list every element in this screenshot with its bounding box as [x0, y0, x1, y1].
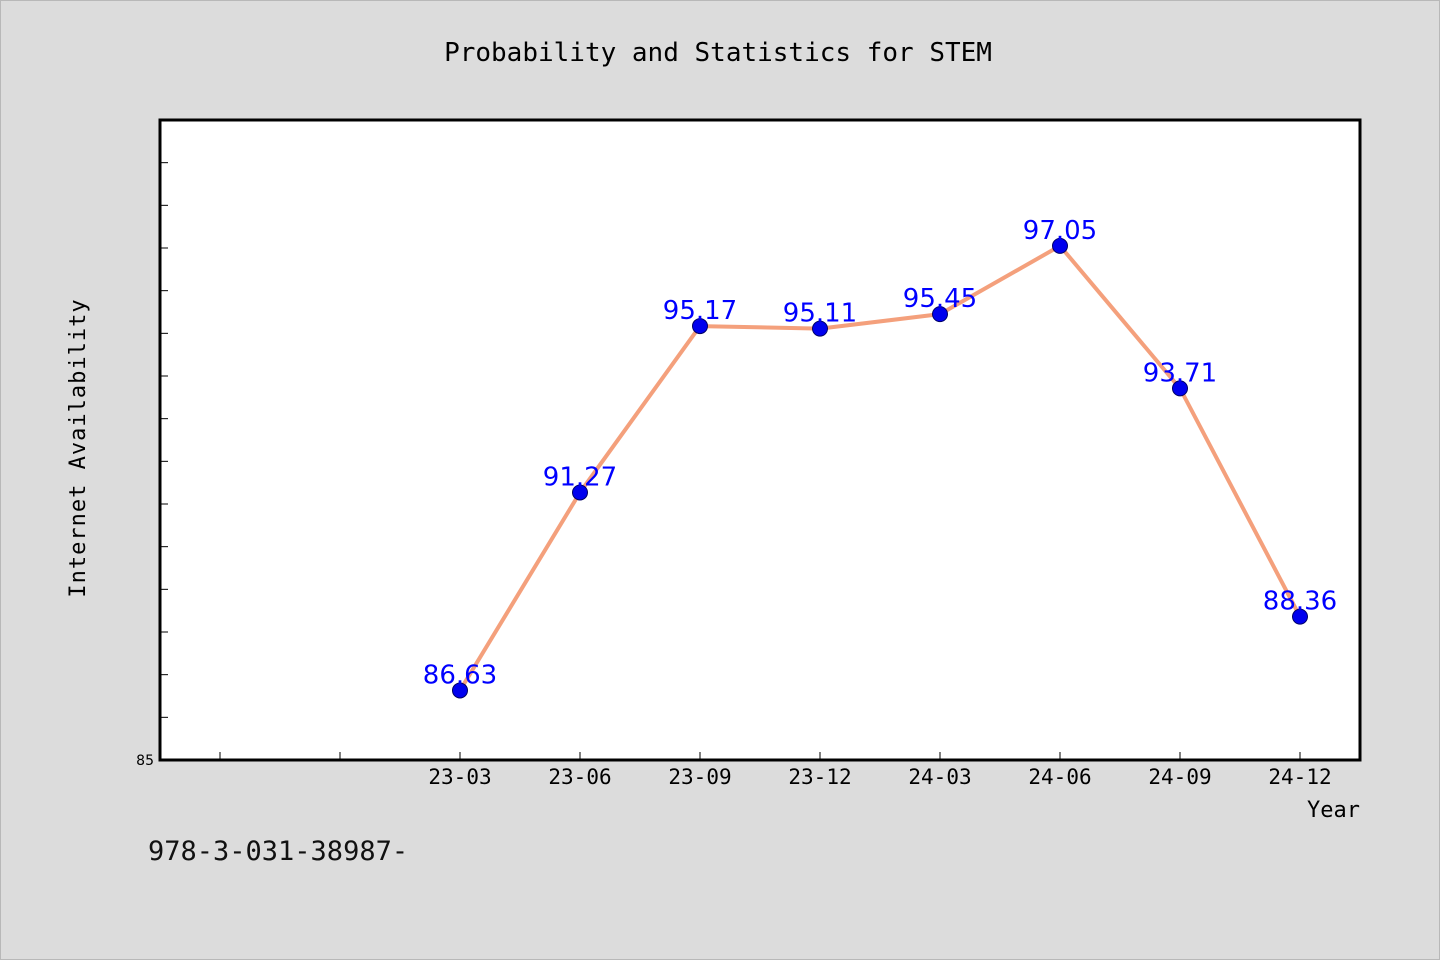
data-label: 95.45: [903, 284, 977, 314]
y-axis-label: Internet Availability: [66, 298, 91, 597]
data-label: 95.17: [663, 296, 737, 326]
chart-title: Probability and Statistics for STEM: [444, 38, 992, 68]
data-point: [452, 682, 468, 699]
x-tick-label: 24-06: [1028, 765, 1091, 789]
data-label: 95.11: [783, 299, 857, 329]
x-tick-label: 23-12: [788, 765, 851, 789]
data-point: [812, 320, 828, 337]
data-label: 93.71: [1143, 358, 1217, 388]
y-tick-label: 85: [136, 753, 154, 769]
x-tick-label: 24-09: [1148, 765, 1211, 789]
footer-text: 978-3-031-38987-: [148, 836, 409, 867]
x-tick-label: 24-12: [1268, 765, 1331, 789]
data-point: [692, 318, 708, 335]
y-axis-ticks: 85: [136, 162, 168, 769]
x-tick-label: 23-06: [548, 765, 611, 789]
data-point: [1292, 608, 1308, 625]
x-axis-label: Year: [1307, 798, 1360, 823]
series-layer: 86.63 91.27 95.17 95.11 95.45 97.05 93.71 88.36: [423, 216, 1337, 699]
data-point: [1172, 380, 1188, 397]
x-tick-label: 23-03: [428, 765, 491, 789]
data-label: 86.63: [423, 660, 497, 690]
data-label: 97.05: [1023, 216, 1097, 246]
data-point: [572, 484, 588, 501]
series-line: [458, 243, 1302, 692]
plot-area: [158, 118, 1362, 762]
data-label: 88.36: [1263, 587, 1337, 617]
data-point: [932, 306, 948, 323]
x-tick-label: 24-03: [908, 765, 971, 789]
data-label: 91.27: [543, 462, 617, 492]
x-tick-label: 23-09: [668, 765, 731, 789]
x-axis-ticks: 23-03 23-06 23-09 23-12 24-03 24-06 24-09 24-12: [219, 752, 1332, 789]
data-point: [1052, 237, 1068, 254]
